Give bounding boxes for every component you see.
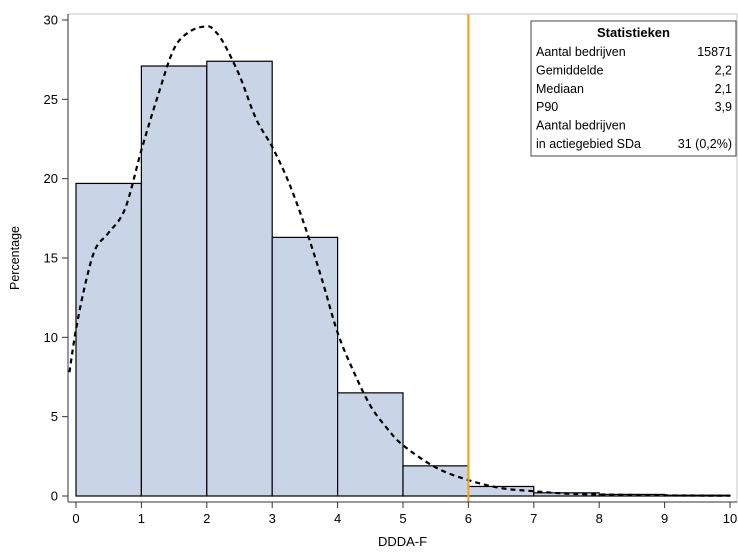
- stats-row-value: 3,9: [715, 100, 732, 114]
- statistics-inset: Statistieken Aantal bedrijven 15871 Gemidde…: [530, 20, 737, 157]
- x-tick-label: 5: [399, 511, 406, 526]
- y-tick-label: 10: [44, 330, 58, 345]
- stats-row-label: P90: [536, 100, 558, 114]
- y-axis-title: Percentage: [7, 226, 22, 290]
- histogram-bar: [337, 392, 404, 497]
- histogram-bar: [75, 182, 143, 497]
- x-tick-label: 3: [269, 511, 276, 526]
- stats-box: [530, 20, 737, 157]
- stats-row-value: 2,2: [715, 63, 732, 77]
- x-tick-label: 2: [203, 511, 210, 526]
- y-tick-label: 5: [51, 409, 58, 424]
- density-curve: [68, 25, 731, 497]
- stats-row-label: in actiegebied SDa: [536, 137, 641, 151]
- x-tick-label: 10: [723, 511, 737, 526]
- stats-row-label: Gemiddelde: [536, 63, 603, 77]
- x-tick-label: 8: [596, 511, 603, 526]
- stats-row-label: Aantal bedrijven: [536, 45, 626, 59]
- x-tick-label: 0: [72, 511, 79, 526]
- histogram-bar: [206, 60, 273, 497]
- curve-layer: [68, 25, 731, 497]
- y-tick-label: 20: [44, 171, 58, 186]
- y-tick-label: 0: [51, 489, 58, 504]
- x-tick-label: 9: [661, 511, 668, 526]
- histogram-bar: [140, 65, 208, 497]
- stats-title: Statistieken: [597, 25, 670, 40]
- axes-layer: 0 1 2 3 4 5 6 7 8 9 10 0 5 10 15 20 25 30 DDDA-F Percentage: [7, 13, 738, 549]
- y-tick-label: 15: [44, 251, 58, 266]
- stats-row-value: 2,1: [715, 82, 732, 96]
- histogram-bar: [402, 465, 470, 497]
- x-tick-label: 6: [465, 511, 472, 526]
- stats-row-value: 31 (0,2%): [678, 137, 732, 151]
- stats-row-value: 15871: [697, 45, 732, 59]
- x-tick-label: 7: [530, 511, 537, 526]
- y-tick-label: 25: [44, 92, 58, 107]
- bars-layer: [75, 60, 731, 497]
- x-axis-title: DDDA-F: [378, 534, 427, 549]
- histogram-bar: [271, 236, 339, 497]
- x-tick-label: 1: [138, 511, 145, 526]
- x-tick-label: 4: [334, 511, 341, 526]
- stats-row-label: Aantal bedrijven: [536, 119, 626, 133]
- y-tick-label: 30: [44, 13, 58, 28]
- stats-row-label: Mediaan: [536, 82, 584, 96]
